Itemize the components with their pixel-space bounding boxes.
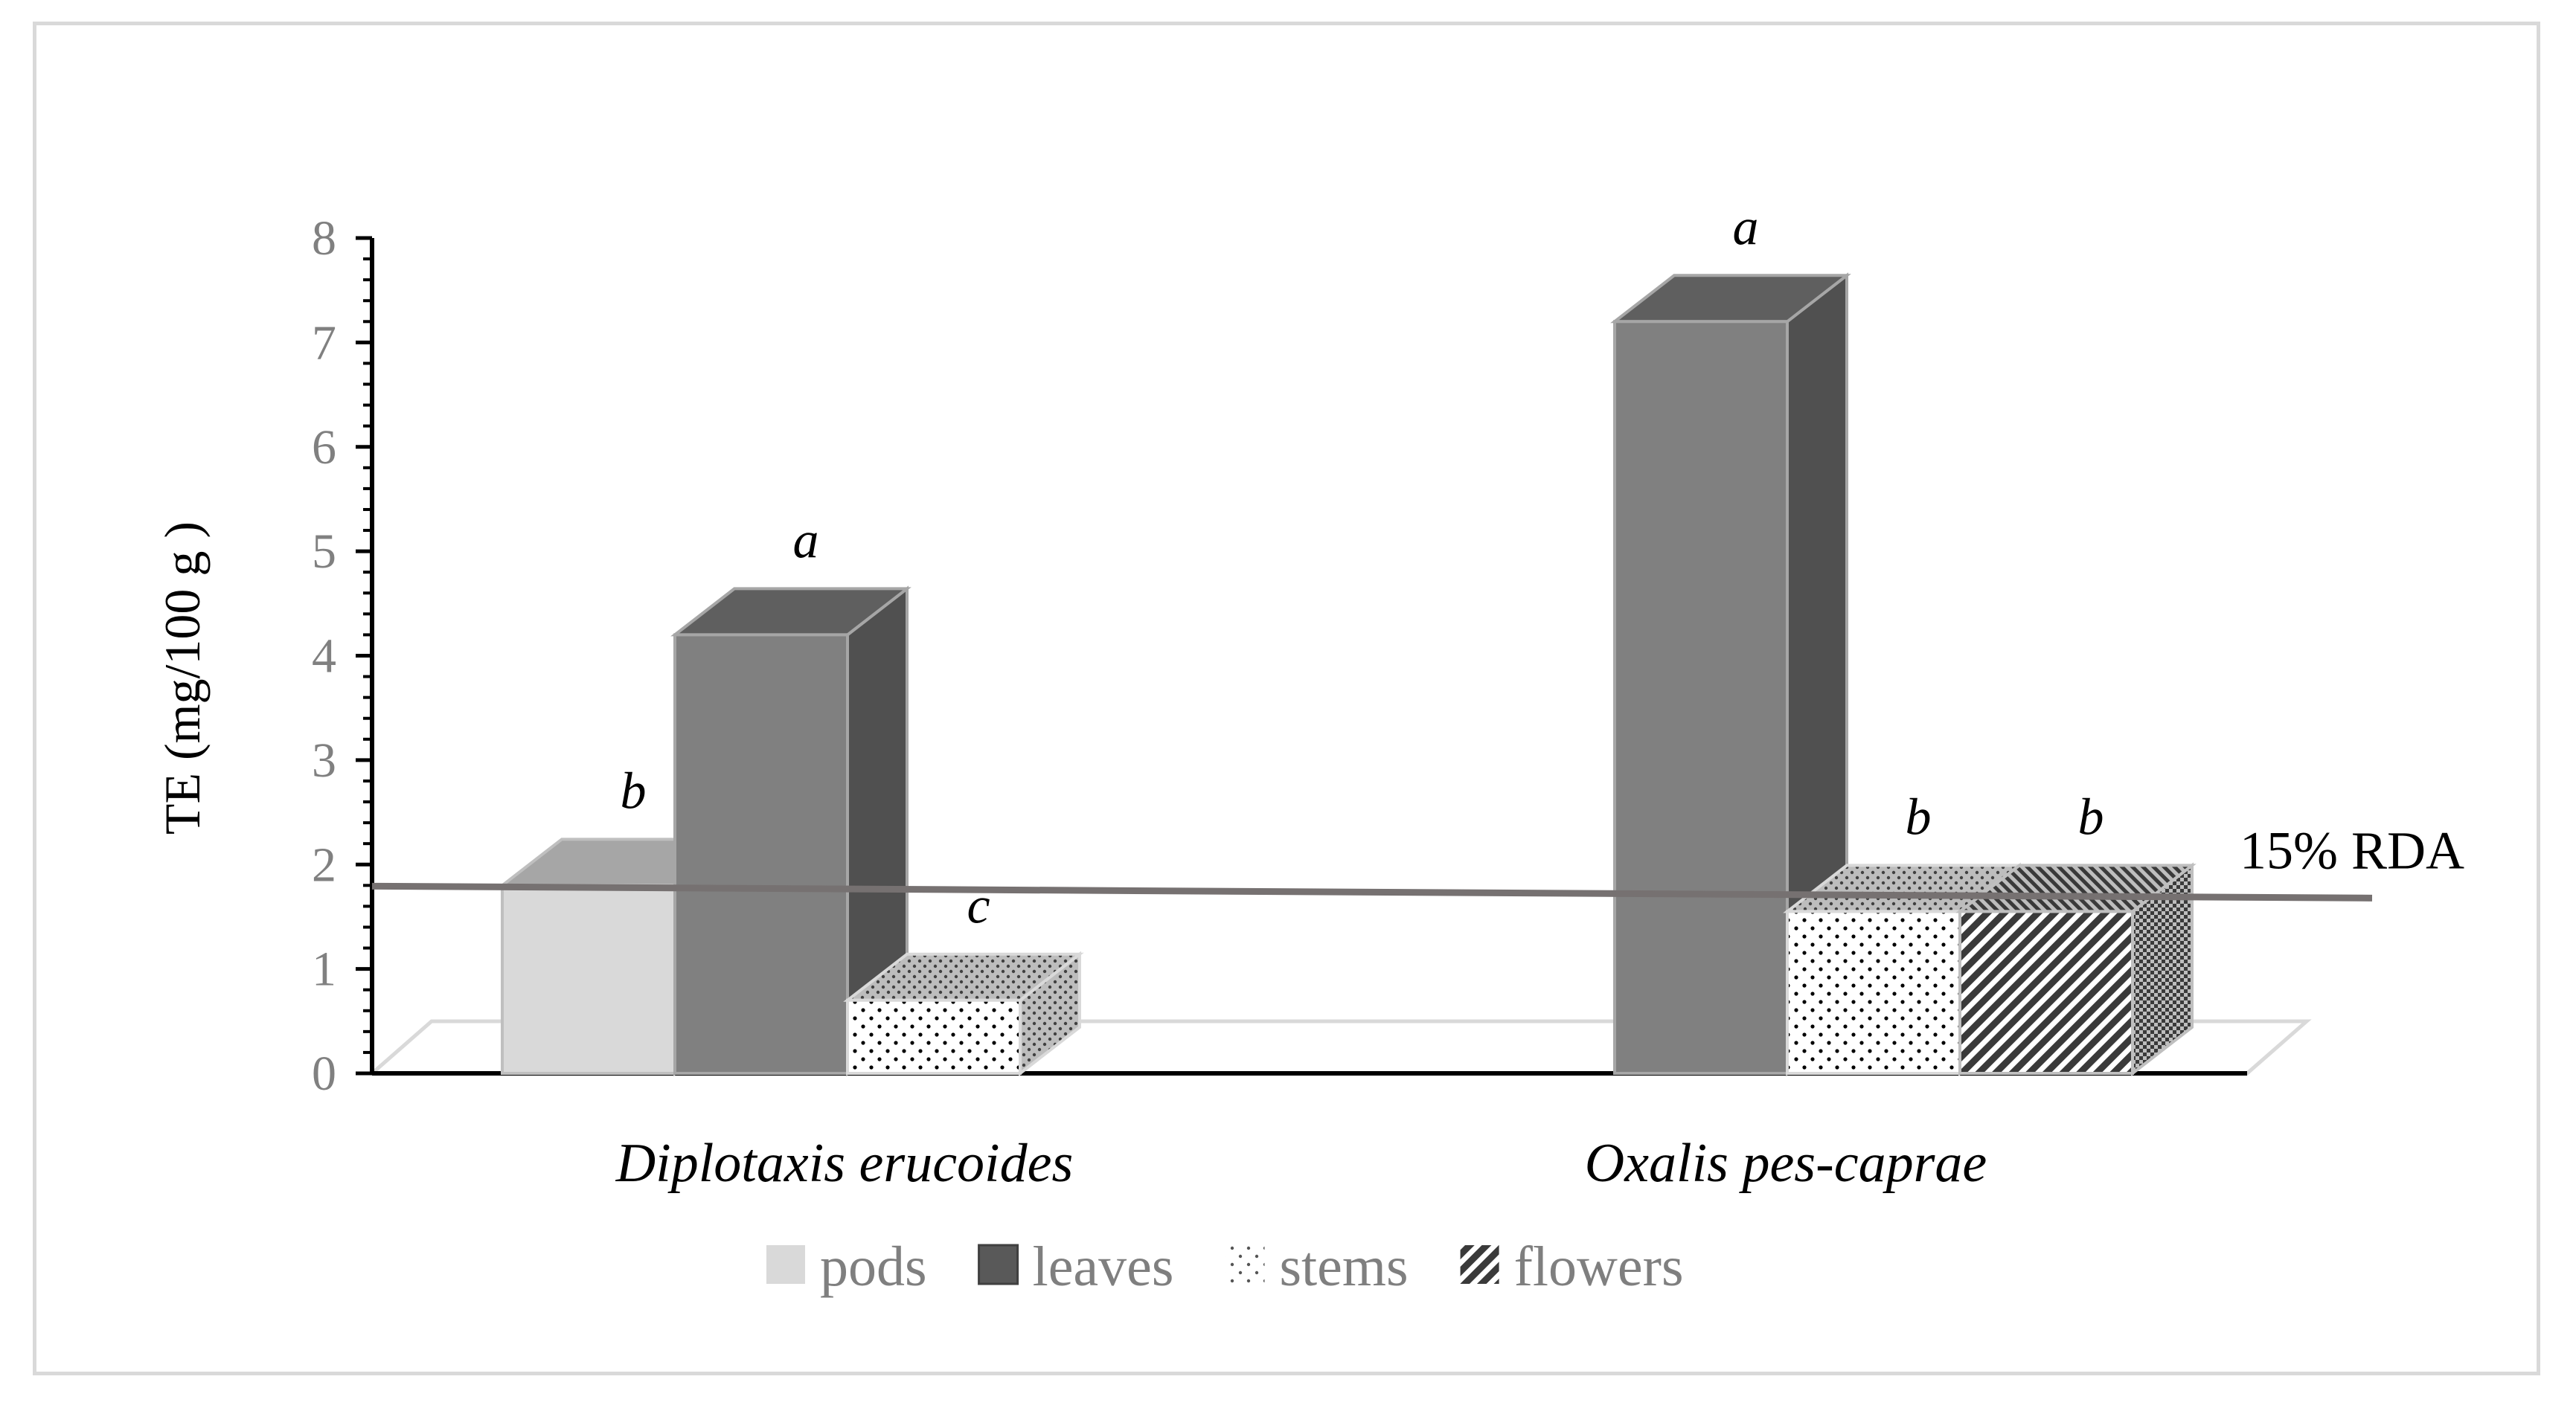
legend-swatch-leaves <box>978 1244 1019 1285</box>
chart-frame <box>33 22 2540 1375</box>
category-label-1: Oxalis pes-caprae <box>1585 1133 1987 1194</box>
reference-line-label: 15% RDA <box>2240 820 2464 880</box>
reference-line-group: 15% RDA <box>371 820 2464 902</box>
y-tick-label: 5 <box>312 524 336 579</box>
bar-leaves-1-front <box>1613 320 1789 1075</box>
y-tick-label: 0 <box>312 1047 336 1101</box>
legend-label-stems: stems <box>1279 1236 1408 1298</box>
category-label-0: Diplotaxis erucoides <box>615 1133 1074 1194</box>
legend-label-leaves: leaves <box>1033 1236 1174 1298</box>
y-tick-label: 2 <box>312 838 336 892</box>
y-tick-label: 3 <box>312 733 336 788</box>
y-axis-title: TE (mg/100 g ) <box>154 521 211 835</box>
chart-labels: b a c Diplotaxis erucoides a b b Oxalis pes-cap… <box>615 199 2104 1194</box>
significance-label-leaves-1: a <box>1733 199 1759 256</box>
chart-legend: pods leaves stems flowers <box>766 1236 1684 1298</box>
legend-label-pods: pods <box>820 1236 927 1298</box>
y-tick-label: 4 <box>312 629 336 684</box>
significance-label-pods-0: b <box>621 762 647 820</box>
y-tick-label: 6 <box>312 420 336 475</box>
y-tick-label: 1 <box>312 942 336 997</box>
bar-flowers-1-front <box>1958 910 2134 1075</box>
bar-stems-0-front <box>846 998 1022 1076</box>
legend-swatch-flowers <box>1460 1245 1499 1284</box>
bar-leaves-0 <box>670 585 911 1077</box>
significance-label-leaves-0: a <box>793 512 819 569</box>
bar-leaves-0-front <box>673 633 849 1075</box>
reference-line <box>371 882 2373 902</box>
y-tick-label: 7 <box>312 315 336 370</box>
bar-stems-0 <box>843 951 1084 1077</box>
bar-leaves-1 <box>1610 272 1851 1077</box>
legend-swatch-pods <box>766 1245 805 1284</box>
legend-label-flowers: flowers <box>1514 1236 1684 1298</box>
significance-label-flowers-1: b <box>2078 788 2104 846</box>
chart-bars <box>498 272 2197 1077</box>
bar-pods-0-front <box>501 884 676 1075</box>
bar-stems-1-front <box>1786 910 1961 1075</box>
legend-swatch-stems <box>1225 1245 1265 1284</box>
y-tick-label: 8 <box>312 211 336 266</box>
significance-label-stems-1: b <box>1906 788 1932 846</box>
significance-label-stems-0: c <box>967 878 990 935</box>
